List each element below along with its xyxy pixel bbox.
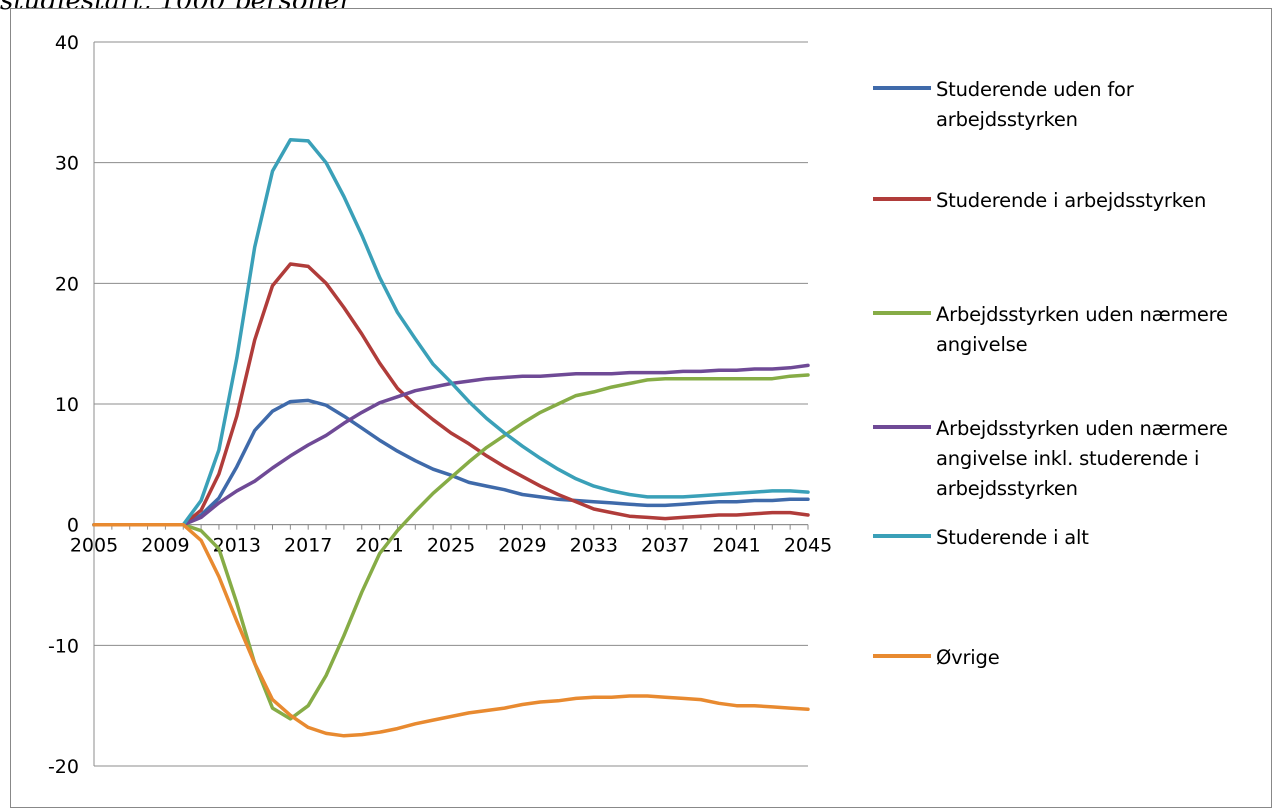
legend-label: Studerende i arbejdsstyrken — [936, 189, 1207, 212]
legend-label: Arbejdsstyrken uden nærmere angivelse — [936, 303, 1228, 356]
legend-swatch — [873, 654, 931, 658]
y-tick-label: 10 — [55, 394, 79, 416]
x-tick-label: 2037 — [641, 535, 689, 557]
y-tick-label: 20 — [55, 273, 79, 295]
legend-swatch — [873, 311, 931, 315]
legend-label: Øvrige — [936, 646, 1000, 669]
legend-swatch — [873, 197, 931, 201]
series-line-1 — [92, 262, 810, 527]
x-tick-label: 2029 — [498, 535, 546, 557]
series-line-2 — [92, 373, 810, 721]
x-tick-label: 2005 — [70, 535, 118, 557]
y-tick-label: -20 — [48, 756, 79, 778]
x-tick-label: 2025 — [427, 535, 475, 557]
x-tick-label: 2033 — [570, 535, 618, 557]
x-tick-label: 2009 — [141, 535, 189, 557]
legend-label: Studerende i alt — [936, 526, 1089, 549]
legend-item: Studerende uden for arbejdsstyrken — [873, 75, 1276, 135]
legend-swatch — [873, 534, 931, 538]
series-line-0 — [92, 398, 810, 527]
y-tick-label: -10 — [48, 635, 79, 657]
x-tick-label: 2017 — [284, 535, 332, 557]
x-tick-label: 2045 — [784, 535, 832, 557]
legend-label: Arbejdsstyrken uden nærmere angivelse in… — [936, 417, 1228, 500]
series-line-5 — [92, 522, 810, 738]
legend-item: Studerende i arbejdsstyrken — [873, 186, 1276, 216]
legend-item: Arbejdsstyrken uden nærmere angivelse in… — [873, 414, 1276, 504]
legend-item: Studerende i alt — [873, 523, 1276, 553]
y-tick-label: 0 — [67, 515, 79, 537]
y-tick-label: 40 — [55, 32, 79, 54]
legend-swatch — [873, 425, 931, 429]
legend-swatch — [873, 86, 931, 90]
legend-item: Arbejdsstyrken uden nærmere angivelse — [873, 300, 1276, 360]
chart-frame — [10, 8, 1272, 808]
legend-item: Øvrige — [873, 643, 1276, 673]
y-tick-label: 30 — [55, 153, 79, 175]
series-line-4 — [92, 137, 810, 527]
legend-label: Studerende uden for arbejdsstyrken — [936, 78, 1134, 131]
x-tick-label: 2013 — [213, 535, 261, 557]
chart-legend: Studerende uden for arbejdsstyrken Studer… — [873, 0, 1277, 789]
x-tick-label: 2041 — [712, 535, 760, 557]
